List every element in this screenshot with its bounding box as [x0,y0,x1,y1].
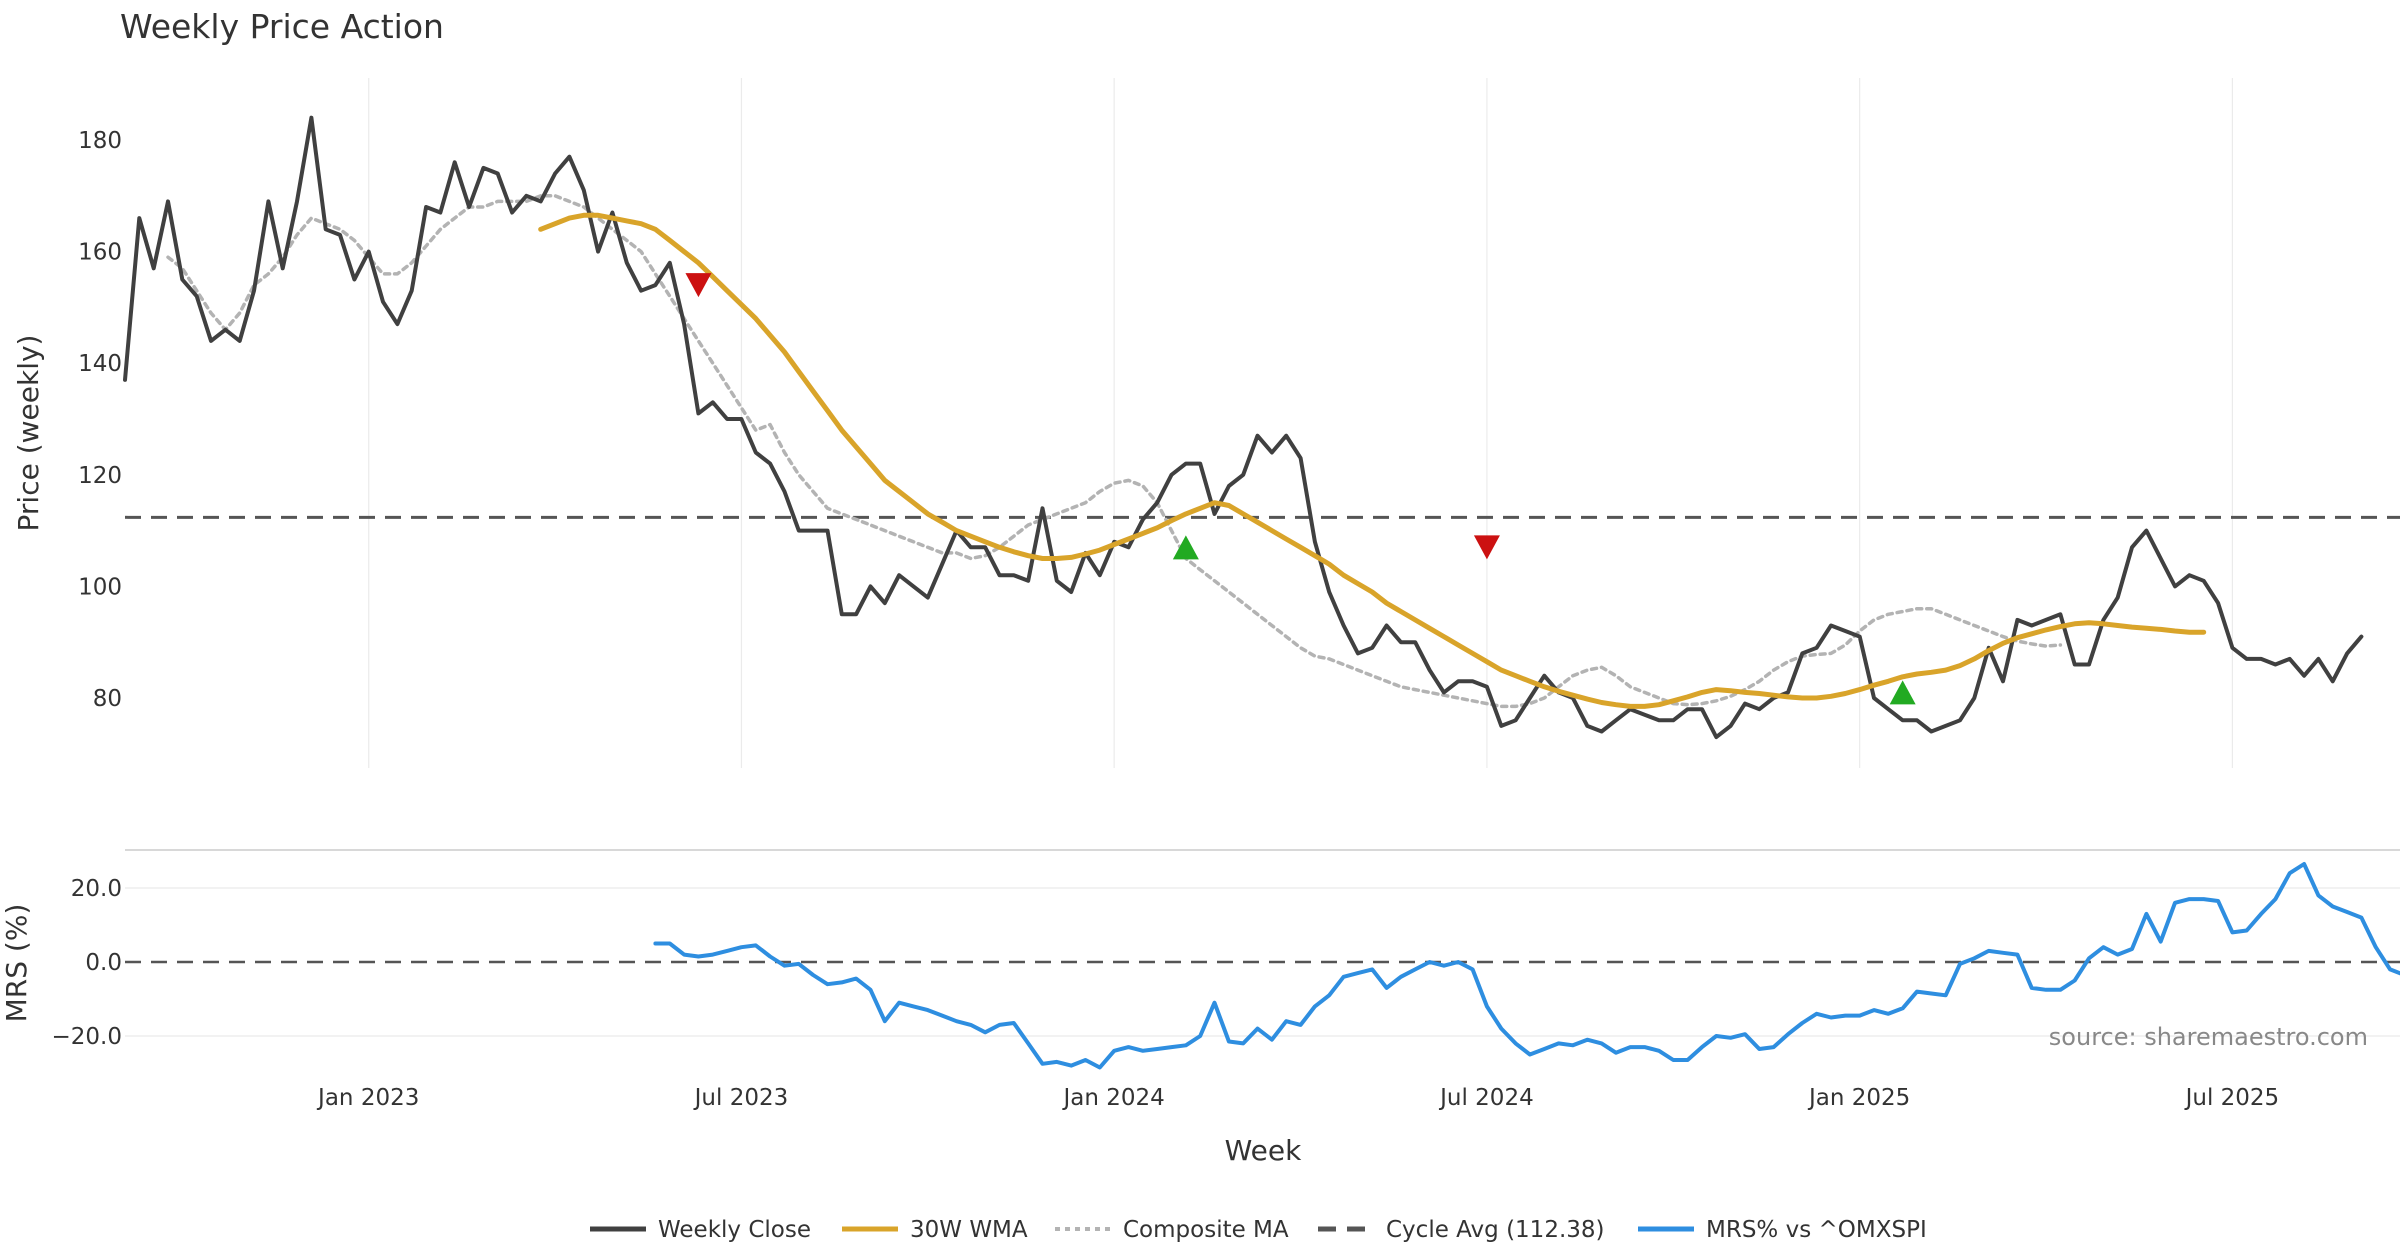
buy-signal-marker-1 [1172,535,1199,560]
price-y-tick-1: 100 [78,574,122,600]
mrs-y-tick-0: 20.0 [71,876,122,902]
legend-label-composite-ma: Composite MA [1123,1217,1289,1243]
price-y-axis: 80 100 120 140 160 180 [78,128,122,712]
mrs-y-axis-label: MRS (%) [0,904,33,1023]
price-y-tick-3: 140 [78,351,122,377]
price-panel-grid [368,78,2233,768]
price-y-tick-4: 160 [78,240,122,266]
signal-markers [685,273,1916,705]
legend-label-weekly-close: Weekly Close [658,1217,811,1243]
price-y-axis-label: Price (weekly) [12,335,45,532]
mrs-y-tick-2: −20.0 [52,1024,122,1050]
price-y-tick-2: 120 [78,463,122,489]
x-tick-5: Jul 2025 [2184,1085,2280,1111]
x-tick-2: Jan 2024 [1062,1085,1165,1111]
buy-signal-marker-3 [1889,680,1916,705]
series-30w-wma [538,212,2207,709]
x-tick-1: Jul 2023 [693,1085,789,1111]
sell-signal-marker-0 [685,273,712,298]
sell-signal-marker-2 [1473,535,1500,560]
series-layer [123,115,2400,1070]
x-tick-4: Jan 2025 [1807,1085,1910,1111]
series-mrs-vs-omxspi [653,862,2400,1070]
x-axis: Jan 2023 Jul 2023 Jan 2024 Jul 2024 Jan 2025… [316,1085,2279,1111]
legend: Weekly Close 30W WMA Composite MA Cycle Avg… [590,1217,1927,1243]
price-y-tick-0: 80 [93,686,122,712]
mrs-panel-grid [125,849,2400,1037]
x-axis-label: Week [1225,1134,1302,1167]
series-composite-ma [166,194,2063,709]
price-y-tick-5: 180 [78,128,122,154]
chart-title: Weekly Price Action [120,7,444,46]
x-tick-3: Jul 2024 [1438,1085,1534,1111]
x-tick-0: Jan 2023 [316,1085,419,1111]
mrs-y-tick-1: 0.0 [85,950,122,976]
source-note: source: sharemaestro.com [2049,1023,2368,1051]
legend-label-cycle-avg-112-38: Cycle Avg (112.38) [1386,1217,1605,1243]
legend-label-30w-wma: 30W WMA [910,1217,1028,1243]
legend-label-mrs-vs-omxspi: MRS% vs ^OMXSPI [1706,1217,1927,1243]
mrs-y-axis: 20.0 0.0 −20.0 [52,876,122,1050]
